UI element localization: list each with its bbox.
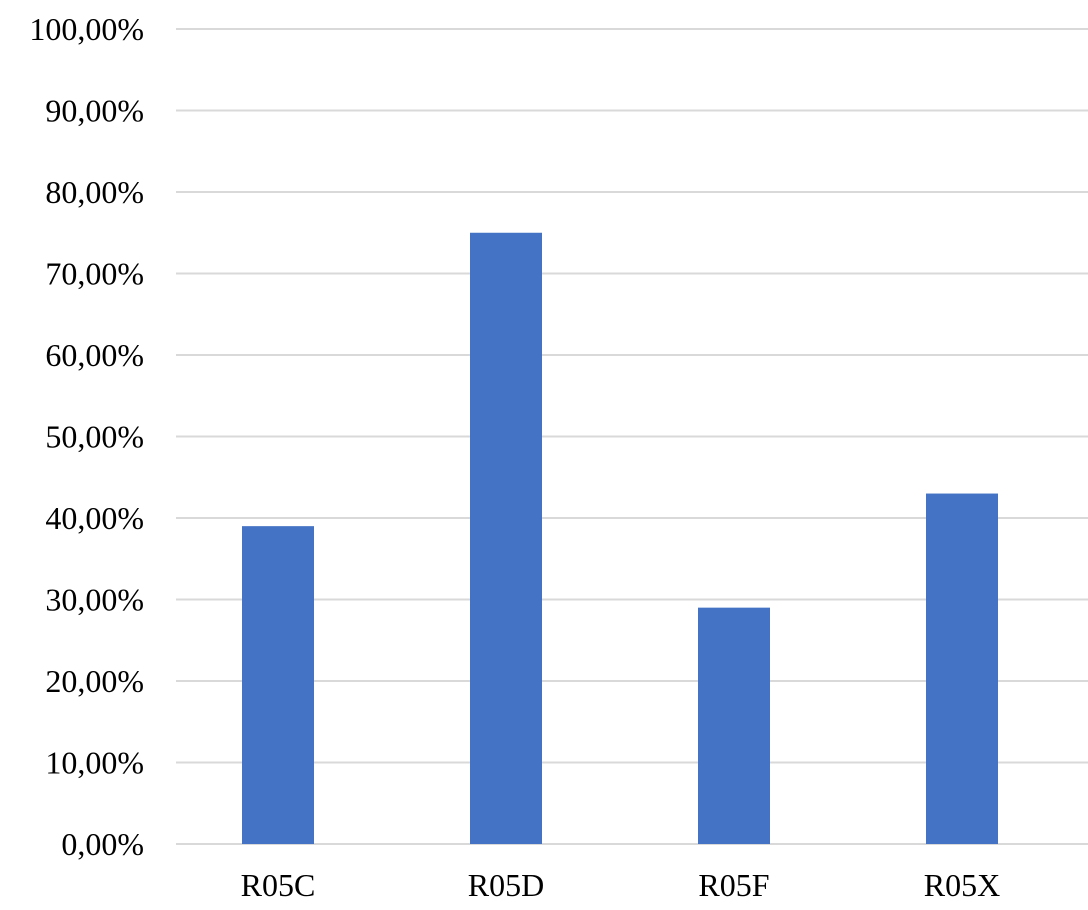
x-axis-tick-labels: R05C R05D R05F R05X [241, 867, 1001, 903]
bar-r05c [242, 526, 314, 844]
y-tick-label: 50,00% [45, 419, 144, 455]
y-axis-tick-labels: 0,00% 10,00% 20,00% 30,00% 40,00% 50,00% 60,00… [29, 11, 144, 862]
grid-lines [176, 28, 1088, 845]
y-tick-label: 70,00% [45, 256, 144, 292]
y-tick-label: 30,00% [45, 582, 144, 618]
bar-r05d [470, 232, 542, 844]
x-tick-label-r05x: R05X [924, 867, 1000, 903]
bar-r05f [698, 607, 770, 844]
y-tick-label: 0,00% [61, 826, 144, 862]
y-tick-label: 20,00% [45, 663, 144, 699]
x-tick-label-r05c: R05C [241, 867, 316, 903]
y-tick-label: 100,00% [29, 11, 144, 47]
x-tick-label-r05f: R05F [698, 867, 769, 903]
bars [242, 232, 998, 844]
y-tick-label: 10,00% [45, 745, 144, 781]
x-tick-label-r05d: R05D [468, 867, 544, 903]
y-tick-label: 80,00% [45, 174, 144, 210]
bar-r05x [926, 493, 998, 844]
y-tick-label: 60,00% [45, 337, 144, 373]
y-tick-label: 40,00% [45, 500, 144, 536]
y-tick-label: 90,00% [45, 93, 144, 129]
